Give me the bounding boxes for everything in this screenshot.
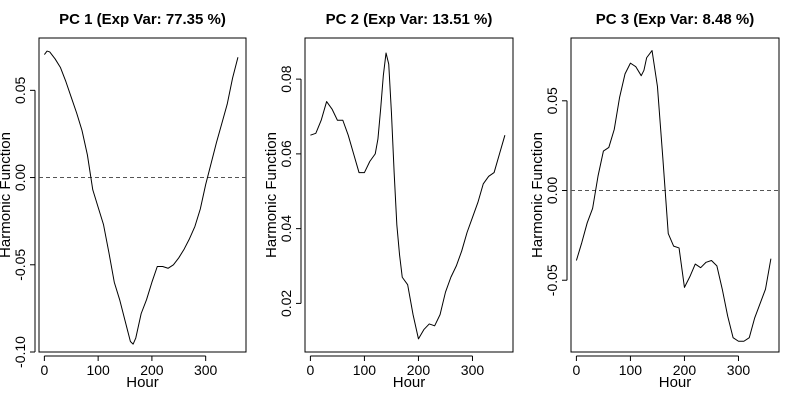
x-tick-label: 100	[86, 362, 110, 378]
series-line-1	[575, 50, 772, 342]
x-axis-label: Hour	[659, 374, 692, 391]
plot-frame	[570, 37, 780, 353]
y-tick-label: 0.05	[544, 87, 560, 114]
x-tick-label: 300	[194, 362, 218, 378]
y-tick-label: -0.05	[12, 249, 28, 281]
x-tick-label: 200	[673, 362, 697, 378]
x-tick-label: 0	[307, 362, 315, 378]
chart-title: PC 2 (Exp Var: 13.51 %)	[326, 11, 493, 28]
chart-title: PC 1 (Exp Var: 77.35 %)	[59, 11, 226, 28]
x-tick-label: 0	[40, 362, 48, 378]
x-axis-label: Hour	[126, 374, 159, 391]
series-line-1	[43, 50, 239, 345]
y-tick-label: 0.04	[278, 215, 294, 242]
x-axis-label: Hour	[393, 374, 426, 391]
x-tick-label: 100	[619, 362, 643, 378]
y-tick-label: 0.02	[278, 290, 294, 317]
y-tick-label: 0.06	[278, 140, 294, 167]
series-line-1	[310, 52, 506, 340]
x-tick-label: 100	[353, 362, 377, 378]
chart-panel-2: PC 2 (Exp Var: 13.51 %) 0 100 200 300 0.02 0.0…	[263, 11, 514, 391]
x-tick-label: 300	[461, 362, 485, 378]
x-tick-label: 200	[140, 362, 164, 378]
y-tick-label: 0.05	[12, 76, 28, 103]
plot-frame	[304, 37, 514, 353]
chart-panel-3: PC 3 (Exp Var: 8.48 %) 0 100 200 300 -0.05 0.0…	[529, 11, 780, 391]
y-axis-label: Harmonic Function	[263, 132, 280, 258]
y-axis-label: Harmonic Function	[529, 132, 546, 258]
y-tick-label: 0.00	[544, 177, 560, 204]
y-tick-label: 0.00	[12, 164, 28, 191]
chart-title: PC 3 (Exp Var: 8.48 %)	[596, 11, 754, 28]
y-axis-label: Harmonic Function	[0, 132, 14, 258]
y-tick-label: 0.08	[278, 65, 294, 92]
y-tick-label: -0.05	[544, 264, 560, 296]
x-tick-label: 200	[407, 362, 431, 378]
y-tick-label: -0.10	[12, 336, 28, 368]
x-tick-label: 300	[727, 362, 751, 378]
chart-panel-1: PC 1 (Exp Var: 77.35 %) 0 100 200 300 -0.10 -0…	[0, 11, 247, 391]
plot-frame	[38, 37, 247, 353]
x-tick-label: 0	[573, 362, 581, 378]
